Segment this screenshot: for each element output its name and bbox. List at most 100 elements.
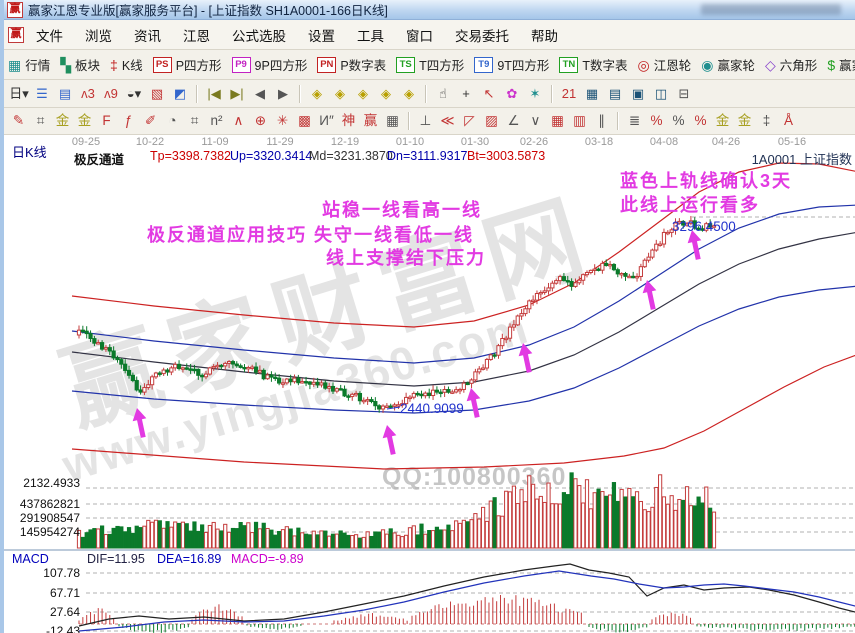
notepad-icon[interactable]: ▤ — [608, 85, 622, 101]
indicator-value-2: Up=3320.3414 — [230, 149, 313, 163]
gann-diamond-1[interactable]: ◈ — [312, 85, 322, 101]
printer-icon[interactable]: ⊟ — [678, 85, 690, 101]
kline-button[interactable]: ‡ K线 — [110, 55, 143, 74]
vee-tool[interactable]: ∨ — [530, 113, 541, 128]
chart-canvas[interactable] — [4, 135, 855, 633]
next-bar-button[interactable]: ▶ — [278, 85, 288, 101]
fib-tool[interactable]: F — [102, 113, 111, 128]
p9-square-button[interactable]: P9 9P四方形 — [231, 55, 307, 74]
report-icon[interactable]: ☰ — [36, 85, 48, 101]
sectors-button[interactable]: ▚ 板块 — [60, 55, 100, 74]
pillar-tool[interactable]: ⊥ — [419, 113, 432, 128]
hand-tool[interactable]: ☝ — [439, 85, 447, 101]
price-label-low: 2440.9099 — [400, 401, 464, 416]
t-number-button[interactable]: TN T数字表 — [559, 55, 628, 74]
p-square-button[interactable]: PS P四方形 — [152, 55, 222, 74]
gann-circle-tool[interactable]: ⊕ — [254, 113, 267, 128]
menu-8[interactable]: 窗口 — [406, 28, 433, 44]
measure-tool[interactable]: ‡ — [762, 113, 771, 128]
date-tick-04-26: 04-26 — [711, 136, 741, 148]
menu-6[interactable]: 设置 — [308, 28, 335, 44]
gold-section-tool[interactable]: 金 — [55, 113, 70, 128]
percent-retrace-tool[interactable]: % — [650, 113, 663, 128]
menu-3[interactable]: 资讯 — [134, 28, 161, 44]
trend-angle-tool[interactable]: ∠ — [507, 113, 520, 128]
gann-star-tool[interactable]: ✳ — [276, 113, 289, 128]
pen2-tool[interactable]: ✐ — [144, 113, 157, 128]
quotes-button[interactable]: ▦ 行情 — [8, 55, 50, 74]
wave-9-icon[interactable]: ʌ9 — [104, 85, 118, 101]
gann-diamond-2[interactable]: ◈ — [335, 85, 345, 101]
save-icon[interactable]: ▣ — [631, 85, 645, 101]
wave-3-icon[interactable]: ʌ3 — [81, 85, 95, 101]
gold-channel-tool[interactable]: 金 — [77, 113, 92, 128]
date-tick-09-25: 09-25 — [71, 136, 101, 148]
menu-1[interactable]: 文件 — [36, 28, 63, 44]
scale-label: 2132.4933 — [23, 476, 80, 490]
chart-area[interactable]: 赢家财富网 www.yingjia360.com QQ:100800360 日K… — [4, 135, 855, 633]
grid-a-tool[interactable]: ▦ — [551, 113, 564, 128]
date-tick-12-19: 12-19 — [330, 136, 360, 148]
wave-mark-tool[interactable]: И″ — [319, 113, 334, 128]
time-cycle-tool[interactable]: ◔ — [168, 113, 177, 128]
gann-wheel-button-icon: ◎ — [637, 56, 650, 73]
prev-bar-button[interactable]: ◀ — [255, 85, 265, 101]
pencil-tool[interactable]: ✎ — [12, 113, 25, 128]
t9-square-button[interactable]: T9 9T四方形 — [474, 55, 549, 74]
gann-levels-tool[interactable]: ≣ — [628, 113, 641, 128]
winner-button[interactable]: $赢家 — [827, 55, 855, 74]
winner-wheel-button[interactable]: ◉ 赢家轮 — [701, 55, 755, 74]
pointer-tool[interactable]: ↖ — [483, 85, 495, 101]
period-selector[interactable]: 日▾ — [9, 85, 29, 101]
gann-diamond-3[interactable]: ◈ — [358, 85, 368, 101]
spiral-tool[interactable]: ƒ — [124, 113, 133, 128]
mind-tool[interactable]: ✶ — [529, 85, 541, 101]
last-bar-button[interactable]: ▶| — [230, 85, 244, 101]
wedge-tool[interactable]: ◸ — [464, 113, 475, 128]
crosshair-tool[interactable]: + — [462, 85, 470, 101]
gann-diamond-4[interactable]: ◈ — [381, 85, 391, 101]
gann-net-tool[interactable]: ▩ — [298, 113, 311, 128]
gold-line-b-tool[interactable]: 金 — [737, 113, 752, 128]
rose-tool[interactable]: ✿ — [506, 85, 518, 101]
window-icon[interactable]: ◫ — [654, 85, 668, 101]
indicator-value-1: Tp=3398.7382 — [150, 149, 231, 163]
calendar-grid-tool[interactable]: ▦ — [386, 113, 399, 128]
square-of-nine-tool[interactable]: n² — [210, 113, 223, 128]
pattern-icon[interactable]: ▧ — [150, 85, 164, 101]
hexagon-button[interactable]: ◇ 六角形 — [765, 55, 817, 74]
anchor-tool[interactable]: Å — [783, 113, 793, 128]
shaded-fan-tool[interactable]: ▨ — [485, 113, 498, 128]
calendar-icon[interactable]: 21 — [561, 85, 577, 101]
winner-mark-tool[interactable]: 赢 — [363, 113, 378, 128]
date-tick-01-30: 01-30 — [460, 136, 490, 148]
first-bar-button[interactable]: |◀ — [207, 85, 221, 101]
gold-line-tool[interactable]: 金 — [715, 113, 730, 128]
menu-5[interactable]: 公式选股 — [232, 28, 286, 44]
parallel-lines-tool[interactable]: ∥ — [598, 113, 605, 128]
menu-4[interactable]: 江恩 — [183, 28, 210, 44]
percent-tool[interactable]: % — [672, 113, 685, 128]
gann-wheel-button[interactable]: ◎ 江恩轮 — [638, 55, 692, 74]
candle-style-selector[interactable]: ◒▾ — [126, 85, 142, 101]
scale-label: 67.71 — [49, 586, 80, 600]
menu-7[interactable]: 工具 — [357, 28, 384, 44]
p9-square-button-icon: P9 — [231, 56, 251, 73]
calculator-icon[interactable]: ▦ — [585, 85, 599, 101]
ladder-tool[interactable]: ⌗ — [36, 113, 45, 128]
menu-9[interactable]: 交易委托 — [455, 28, 509, 44]
magic-turn-tool[interactable]: 神 — [341, 113, 356, 128]
flag-icon[interactable]: ◩ — [173, 85, 187, 101]
date-tick-02-26: 02-26 — [519, 136, 549, 148]
percent-line-tool[interactable]: % — [694, 113, 707, 128]
menu-10[interactable]: 帮助 — [531, 28, 558, 44]
menu-2[interactable]: 浏览 — [85, 28, 112, 44]
grid-b-tool[interactable]: ▥ — [573, 113, 586, 128]
fan-tool[interactable]: ≪ — [440, 113, 455, 128]
price-grid-tool[interactable]: ⌗ — [190, 113, 199, 128]
clipboard-icon[interactable]: ▤ — [58, 85, 72, 101]
gann-diamond-5[interactable]: ◈ — [404, 85, 414, 101]
angle-tool[interactable]: ∧ — [233, 113, 244, 128]
t-square-button[interactable]: TS T四方形 — [396, 55, 464, 74]
p-number-button[interactable]: PN P数字表 — [317, 55, 386, 74]
